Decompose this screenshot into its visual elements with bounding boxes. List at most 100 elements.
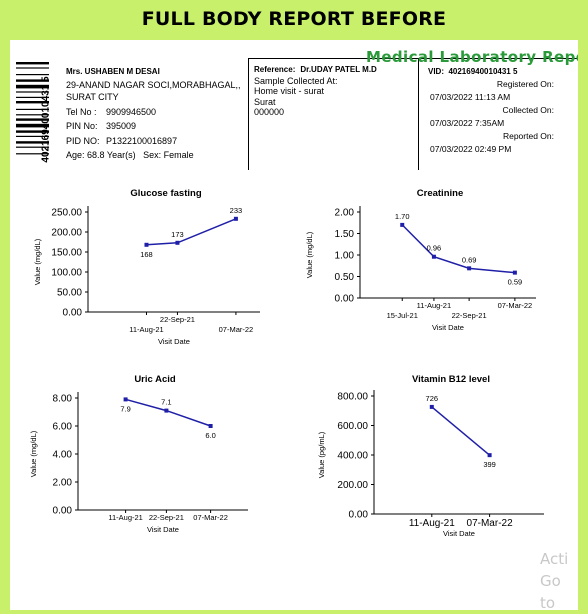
lab-report-title: Medical Laboratory Report (366, 48, 578, 66)
sample-collected-line3: 000000 (254, 107, 285, 117)
data-point (429, 404, 434, 409)
collected-label: Collected On: (502, 105, 555, 115)
barcode-image (16, 62, 49, 155)
reported-label: Reported On: (502, 131, 554, 141)
y-tick-label: 200.00 (337, 480, 368, 491)
vid-value: 40216940010431 5 (448, 67, 518, 76)
y-tick-label: 2.00 (335, 208, 355, 219)
registered-label: Registered On: (496, 79, 554, 89)
barcode-bar (16, 67, 49, 69)
data-label: 7.1 (161, 398, 171, 407)
barcode-number-text: 40216940010431 5 (40, 76, 52, 163)
report-sheet: 40216940010431 5 Mrs. USHABEN M DESAI 29… (10, 40, 578, 610)
header-divider-2 (418, 58, 419, 170)
barcode-bar (16, 114, 49, 116)
patient-address-line1: 29-ANAND NAGAR SOCI,MORABHAGAL,, (66, 79, 241, 90)
data-point (400, 222, 405, 227)
barcode-bar (16, 108, 49, 110)
patient-address-line2: SURAT CITY (66, 92, 119, 102)
x-axis-label: Visit Date (147, 525, 179, 534)
x-tick-label: 15-Jul-21 (387, 311, 418, 320)
series-line (146, 218, 237, 246)
y-tick-label: 150.00 (51, 248, 82, 259)
tel-label: Tel No : (66, 106, 97, 117)
y-axis-label: Value (mg/dL) (29, 430, 38, 477)
sex-value: Female (163, 150, 194, 160)
barcode-bar (16, 74, 49, 76)
x-tick-label: 11-Aug-21 (108, 513, 142, 522)
header-rule (248, 58, 578, 59)
y-tick-label: 8.00 (53, 394, 73, 405)
data-point (233, 216, 238, 221)
data-point (164, 408, 169, 413)
y-tick-label: 400.00 (337, 451, 368, 462)
chart-title: Uric Acid (134, 374, 176, 385)
pid-value: P1322100016897 (106, 135, 178, 146)
x-tick-label: 22-Sep-21 (160, 315, 195, 324)
y-tick-label: 0.00 (53, 506, 73, 517)
x-axis-label: Visit Date (432, 323, 464, 332)
data-point (431, 254, 436, 259)
barcode-bar (16, 130, 49, 133)
y-tick-label: 6.00 (53, 422, 73, 433)
creatinine-chart: Creatinine 0.00 0.50 1.00 1.50 2.00 Value (mg/… (305, 188, 536, 332)
vid-label: VID: (428, 67, 444, 76)
pin-value: 395009 (106, 121, 137, 131)
y-tick-label: 0.00 (335, 294, 355, 305)
barcode-bar (16, 141, 49, 144)
x-tick-label: 22-Sep-21 (149, 513, 184, 522)
reference-label: Reference: (254, 65, 296, 74)
y-tick-label: 250.00 (51, 208, 82, 219)
barcode-bar (16, 123, 49, 128)
barcode-bar (16, 135, 49, 137)
x-tick-label: 07-Mar-22 (219, 325, 254, 334)
data-label: 7.9 (120, 404, 130, 413)
y-tick-label: 800.00 (337, 392, 368, 403)
tel-value: 9909946500 (106, 106, 157, 117)
x-axis-label: Visit Date (443, 529, 475, 538)
y-tick-label: 1.00 (335, 251, 355, 262)
barcode-bar (16, 118, 49, 121)
reference-info: Reference: Dr.UDAY PATEL M.D Sample Coll… (254, 64, 377, 118)
uric-acid-chart: Uric Acid 0.00 2.00 4.00 6.00 8.00 Value (mg/d… (29, 374, 248, 534)
y-tick-label: 600.00 (337, 421, 368, 432)
series-line (431, 406, 491, 456)
sex-label: Sex: (143, 150, 162, 160)
barcode-bar (16, 84, 49, 89)
x-axis-label: Visit Date (158, 337, 190, 346)
patient-info: Mrs. USHABEN M DESAI 29-ANAND NAGAR SOCI… (66, 66, 241, 162)
data-point (144, 242, 149, 247)
barcode-number: 40216940010431 5 (40, 62, 52, 180)
y-axis-label: Value (mg/dL) (33, 238, 42, 285)
data-label: 726 (426, 394, 439, 403)
data-point (208, 424, 213, 428)
series-line (401, 224, 515, 274)
y-tick-label: 2.00 (53, 478, 73, 489)
data-label: 0.96 (427, 244, 442, 253)
barcode-bar (16, 153, 49, 155)
y-tick-label: 4.00 (53, 450, 73, 461)
pid-label: PID NO: (66, 135, 100, 146)
x-tick-label: 22-Sep-21 (452, 311, 487, 320)
y-tick-label: 0.50 (335, 272, 355, 283)
visit-info: VID: 40216940010431 5 Registered On: 07/… (428, 65, 568, 156)
reference-doctor: Dr.UDAY PATEL M.D (300, 65, 377, 74)
y-axis-label: Value (pg/mL) (317, 431, 326, 478)
reported-value: 07/03/2022 02:49 PM (430, 144, 512, 154)
y-tick-label: 200.00 (51, 228, 82, 239)
chart-title: Glucose fasting (130, 188, 201, 199)
x-tick-label: 07-Mar-22 (498, 301, 533, 310)
data-label: 168 (140, 250, 153, 259)
data-label: 1.70 (395, 212, 410, 221)
barcode-bar (16, 101, 49, 104)
data-point (512, 270, 517, 275)
watermark-line2: Go to (540, 572, 561, 610)
header-divider-1 (248, 58, 249, 170)
data-label: 233 (230, 206, 243, 215)
chart-title: Vitamin B12 level (412, 374, 490, 385)
data-label: 6.0 (205, 431, 215, 440)
x-tick-label: 11-Aug-21 (129, 325, 163, 334)
data-point (467, 266, 472, 271)
age-label: Age: (66, 150, 85, 160)
x-tick-label: 11-Aug-21 (409, 518, 455, 529)
